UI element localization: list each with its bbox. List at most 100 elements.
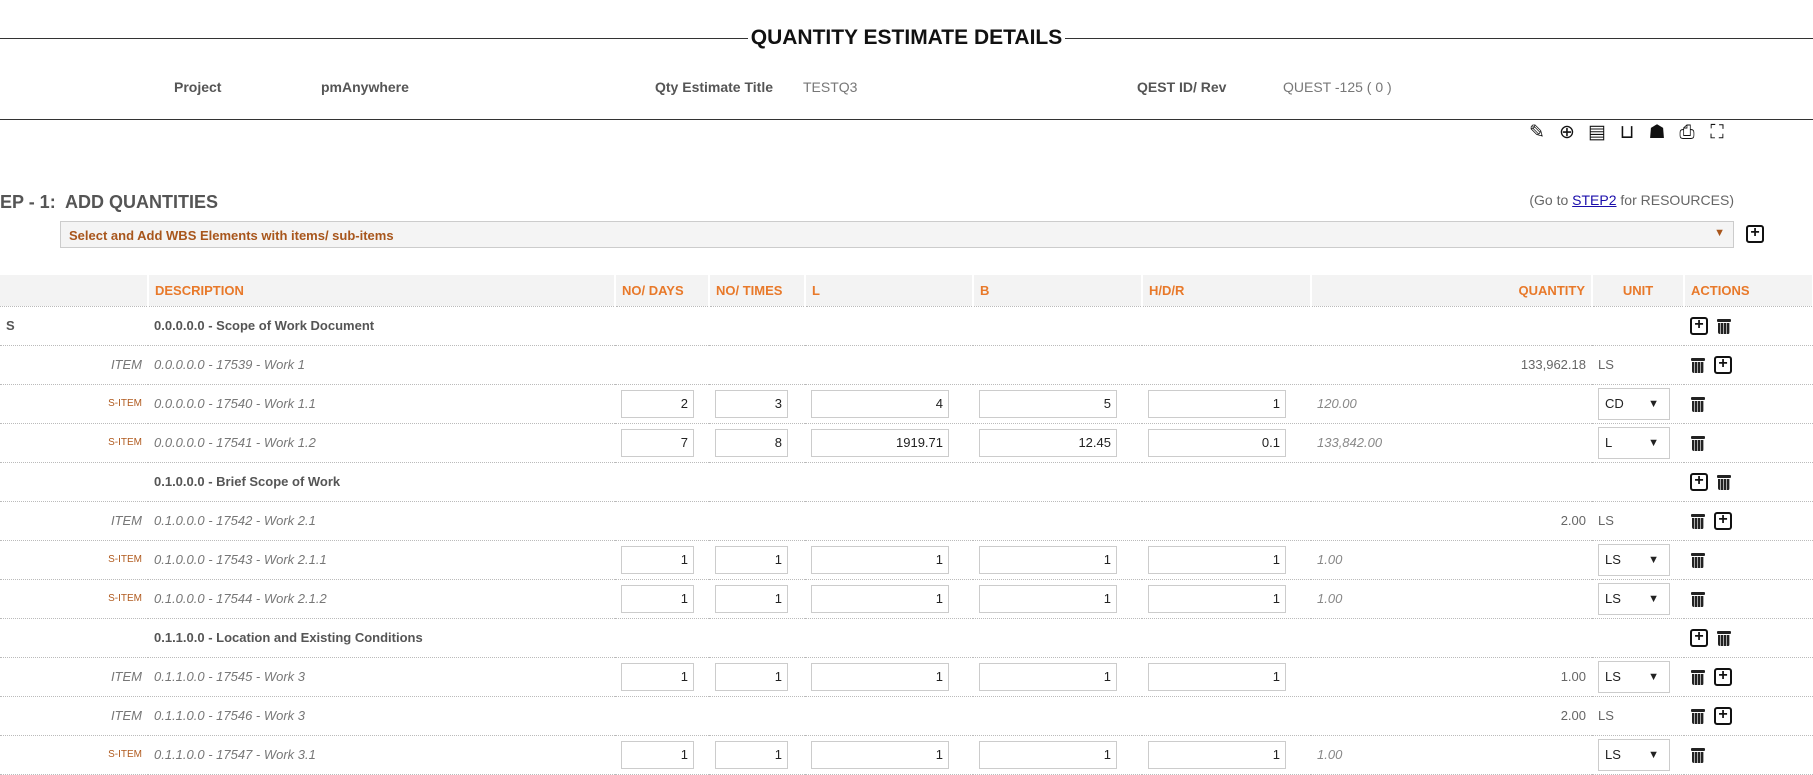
l-input[interactable]: 1919.71 bbox=[811, 428, 949, 457]
column-header: NO/ TIMES bbox=[709, 275, 806, 307]
value-cell bbox=[615, 306, 709, 346]
trash-icon[interactable] bbox=[1690, 551, 1706, 569]
trash-icon[interactable] bbox=[1690, 668, 1706, 686]
days-input[interactable]: 1 bbox=[621, 662, 694, 691]
users-laptop-icon[interactable]: ☗ bbox=[1648, 122, 1666, 143]
copier-icon[interactable]: ▤ bbox=[1588, 122, 1606, 143]
trash-icon[interactable] bbox=[1716, 629, 1732, 647]
unit-select[interactable]: LS ▼ bbox=[1598, 660, 1670, 693]
hdr-input[interactable]: 1 bbox=[1148, 389, 1286, 418]
b-input[interactable]: 1 bbox=[979, 662, 1117, 691]
hdr-input[interactable]: 1 bbox=[1148, 740, 1286, 769]
l-input[interactable]: 4 bbox=[811, 389, 949, 418]
add-icon[interactable]: + bbox=[1690, 472, 1708, 491]
unit-value: LS bbox=[1605, 669, 1621, 684]
qest-label: QEST ID/ Rev bbox=[1137, 79, 1227, 95]
times-input[interactable]: 1 bbox=[715, 584, 788, 613]
l-input[interactable]: 1 bbox=[811, 740, 949, 769]
days-input[interactable]: 2 bbox=[621, 389, 694, 418]
actions: + bbox=[1690, 472, 1807, 491]
b-input[interactable]: 1 bbox=[979, 584, 1117, 613]
add-icon[interactable]: + bbox=[1690, 316, 1708, 335]
add-icon[interactable]: + bbox=[1714, 355, 1732, 374]
value-cell bbox=[973, 618, 1142, 658]
dropdown-arrow-icon: ▼ bbox=[1648, 748, 1659, 761]
unit-select[interactable]: LS ▼ bbox=[1598, 543, 1670, 576]
times-input[interactable]: 1 bbox=[715, 740, 788, 769]
calculated-quantity: 1.00 bbox=[1317, 747, 1343, 762]
times-input[interactable]: 1 bbox=[715, 545, 788, 574]
value-cell: 1 bbox=[615, 657, 709, 697]
days-input[interactable]: 1 bbox=[621, 545, 694, 574]
l-input[interactable]: 1 bbox=[811, 662, 949, 691]
quantity-cell: 2.00 bbox=[1311, 696, 1592, 736]
actions-cell bbox=[1684, 735, 1813, 775]
actions bbox=[1690, 434, 1807, 452]
add-icon[interactable]: + bbox=[1714, 667, 1732, 686]
days-input[interactable]: 7 bbox=[621, 428, 694, 457]
column-header: H/D/R bbox=[1142, 275, 1312, 307]
quantity-cell: 1.00 bbox=[1311, 657, 1592, 697]
trash-icon[interactable] bbox=[1716, 317, 1732, 335]
add-document-icon[interactable]: ⊕ bbox=[1559, 122, 1575, 143]
trash-icon[interactable] bbox=[1690, 746, 1706, 764]
value-cell: 1 bbox=[709, 579, 805, 619]
trash-icon[interactable] bbox=[1690, 707, 1706, 725]
hdr-input[interactable]: 0.1 bbox=[1148, 428, 1286, 457]
hdr-input[interactable]: 1 bbox=[1148, 662, 1286, 691]
trash-icon[interactable] bbox=[1716, 473, 1732, 491]
unit-select[interactable]: LS ▼ bbox=[1598, 582, 1670, 615]
value-cell bbox=[1142, 306, 1311, 346]
value-cell: 1 bbox=[709, 657, 805, 697]
l-input[interactable]: 1 bbox=[811, 584, 949, 613]
trash-icon[interactable] bbox=[1690, 356, 1706, 374]
b-input[interactable]: 12.45 bbox=[979, 428, 1117, 457]
calculated-quantity: 1.00 bbox=[1317, 552, 1343, 567]
add-icon[interactable]: + bbox=[1714, 511, 1732, 530]
unit-cell: LS bbox=[1592, 345, 1684, 385]
times-input[interactable]: 8 bbox=[715, 428, 788, 457]
add-icon[interactable]: + bbox=[1714, 706, 1732, 725]
days-input[interactable]: 1 bbox=[621, 740, 694, 769]
basket-icon[interactable]: ⊔ bbox=[1619, 122, 1635, 143]
trash-icon[interactable] bbox=[1690, 395, 1706, 413]
quantity-cell bbox=[1311, 306, 1592, 346]
hdr-input[interactable]: 1 bbox=[1148, 584, 1286, 613]
sub-item-row: S-ITEM 0.0.0.0.0 - 17540 - Work 1.1 2 3 4 5 1 1… bbox=[0, 384, 1813, 424]
add-icon[interactable]: + bbox=[1690, 628, 1708, 647]
unit-select[interactable]: CD ▼ bbox=[1598, 387, 1670, 420]
unit-select[interactable]: LS ▼ bbox=[1598, 738, 1670, 771]
print-icon[interactable]: ⎙ bbox=[1679, 122, 1695, 143]
actions-cell: + bbox=[1684, 306, 1813, 346]
days-input[interactable]: 1 bbox=[621, 584, 694, 613]
add-wbs-icon[interactable]: + bbox=[1746, 225, 1764, 243]
trash-icon[interactable] bbox=[1690, 512, 1706, 530]
times-input[interactable]: 1 bbox=[715, 662, 788, 691]
value-cell: 12.45 bbox=[973, 423, 1142, 463]
value-cell: 1 bbox=[805, 735, 973, 775]
row-description: 0.1.1.0.0 - 17546 - Work 3 bbox=[148, 696, 615, 736]
value-cell: 1 bbox=[805, 657, 973, 697]
save-edit-icon[interactable]: ✎ bbox=[1529, 122, 1545, 143]
l-input[interactable]: 1 bbox=[811, 545, 949, 574]
trash-icon[interactable] bbox=[1690, 590, 1706, 608]
unit-cell bbox=[1592, 306, 1684, 346]
unit-select[interactable]: L ▼ bbox=[1598, 426, 1670, 459]
fullscreen-icon[interactable]: ⛶ bbox=[1710, 122, 1724, 143]
quantity-cell bbox=[1311, 618, 1592, 658]
times-input[interactable]: 3 bbox=[715, 389, 788, 418]
row-description: 0.1.0.0.0 - 17544 - Work 2.1.2 bbox=[148, 579, 615, 619]
b-input[interactable]: 1 bbox=[979, 545, 1117, 574]
b-input[interactable]: 5 bbox=[979, 389, 1117, 418]
actions-cell bbox=[1684, 423, 1813, 463]
calculated-quantity: 120.00 bbox=[1317, 396, 1357, 411]
hdr-input[interactable]: 1 bbox=[1148, 545, 1286, 574]
quantity-cell: 2.00 bbox=[1311, 501, 1592, 541]
project-label: Project bbox=[174, 79, 222, 95]
b-input[interactable]: 1 bbox=[979, 740, 1117, 769]
step2-link[interactable]: STEP2 bbox=[1572, 192, 1617, 208]
row-code: ITEM bbox=[0, 657, 148, 697]
trash-icon[interactable] bbox=[1690, 434, 1706, 452]
quantity-value: 2.00 bbox=[1560, 513, 1586, 528]
wbs-select[interactable]: Select and Add WBS Elements with items/ … bbox=[60, 221, 1734, 248]
